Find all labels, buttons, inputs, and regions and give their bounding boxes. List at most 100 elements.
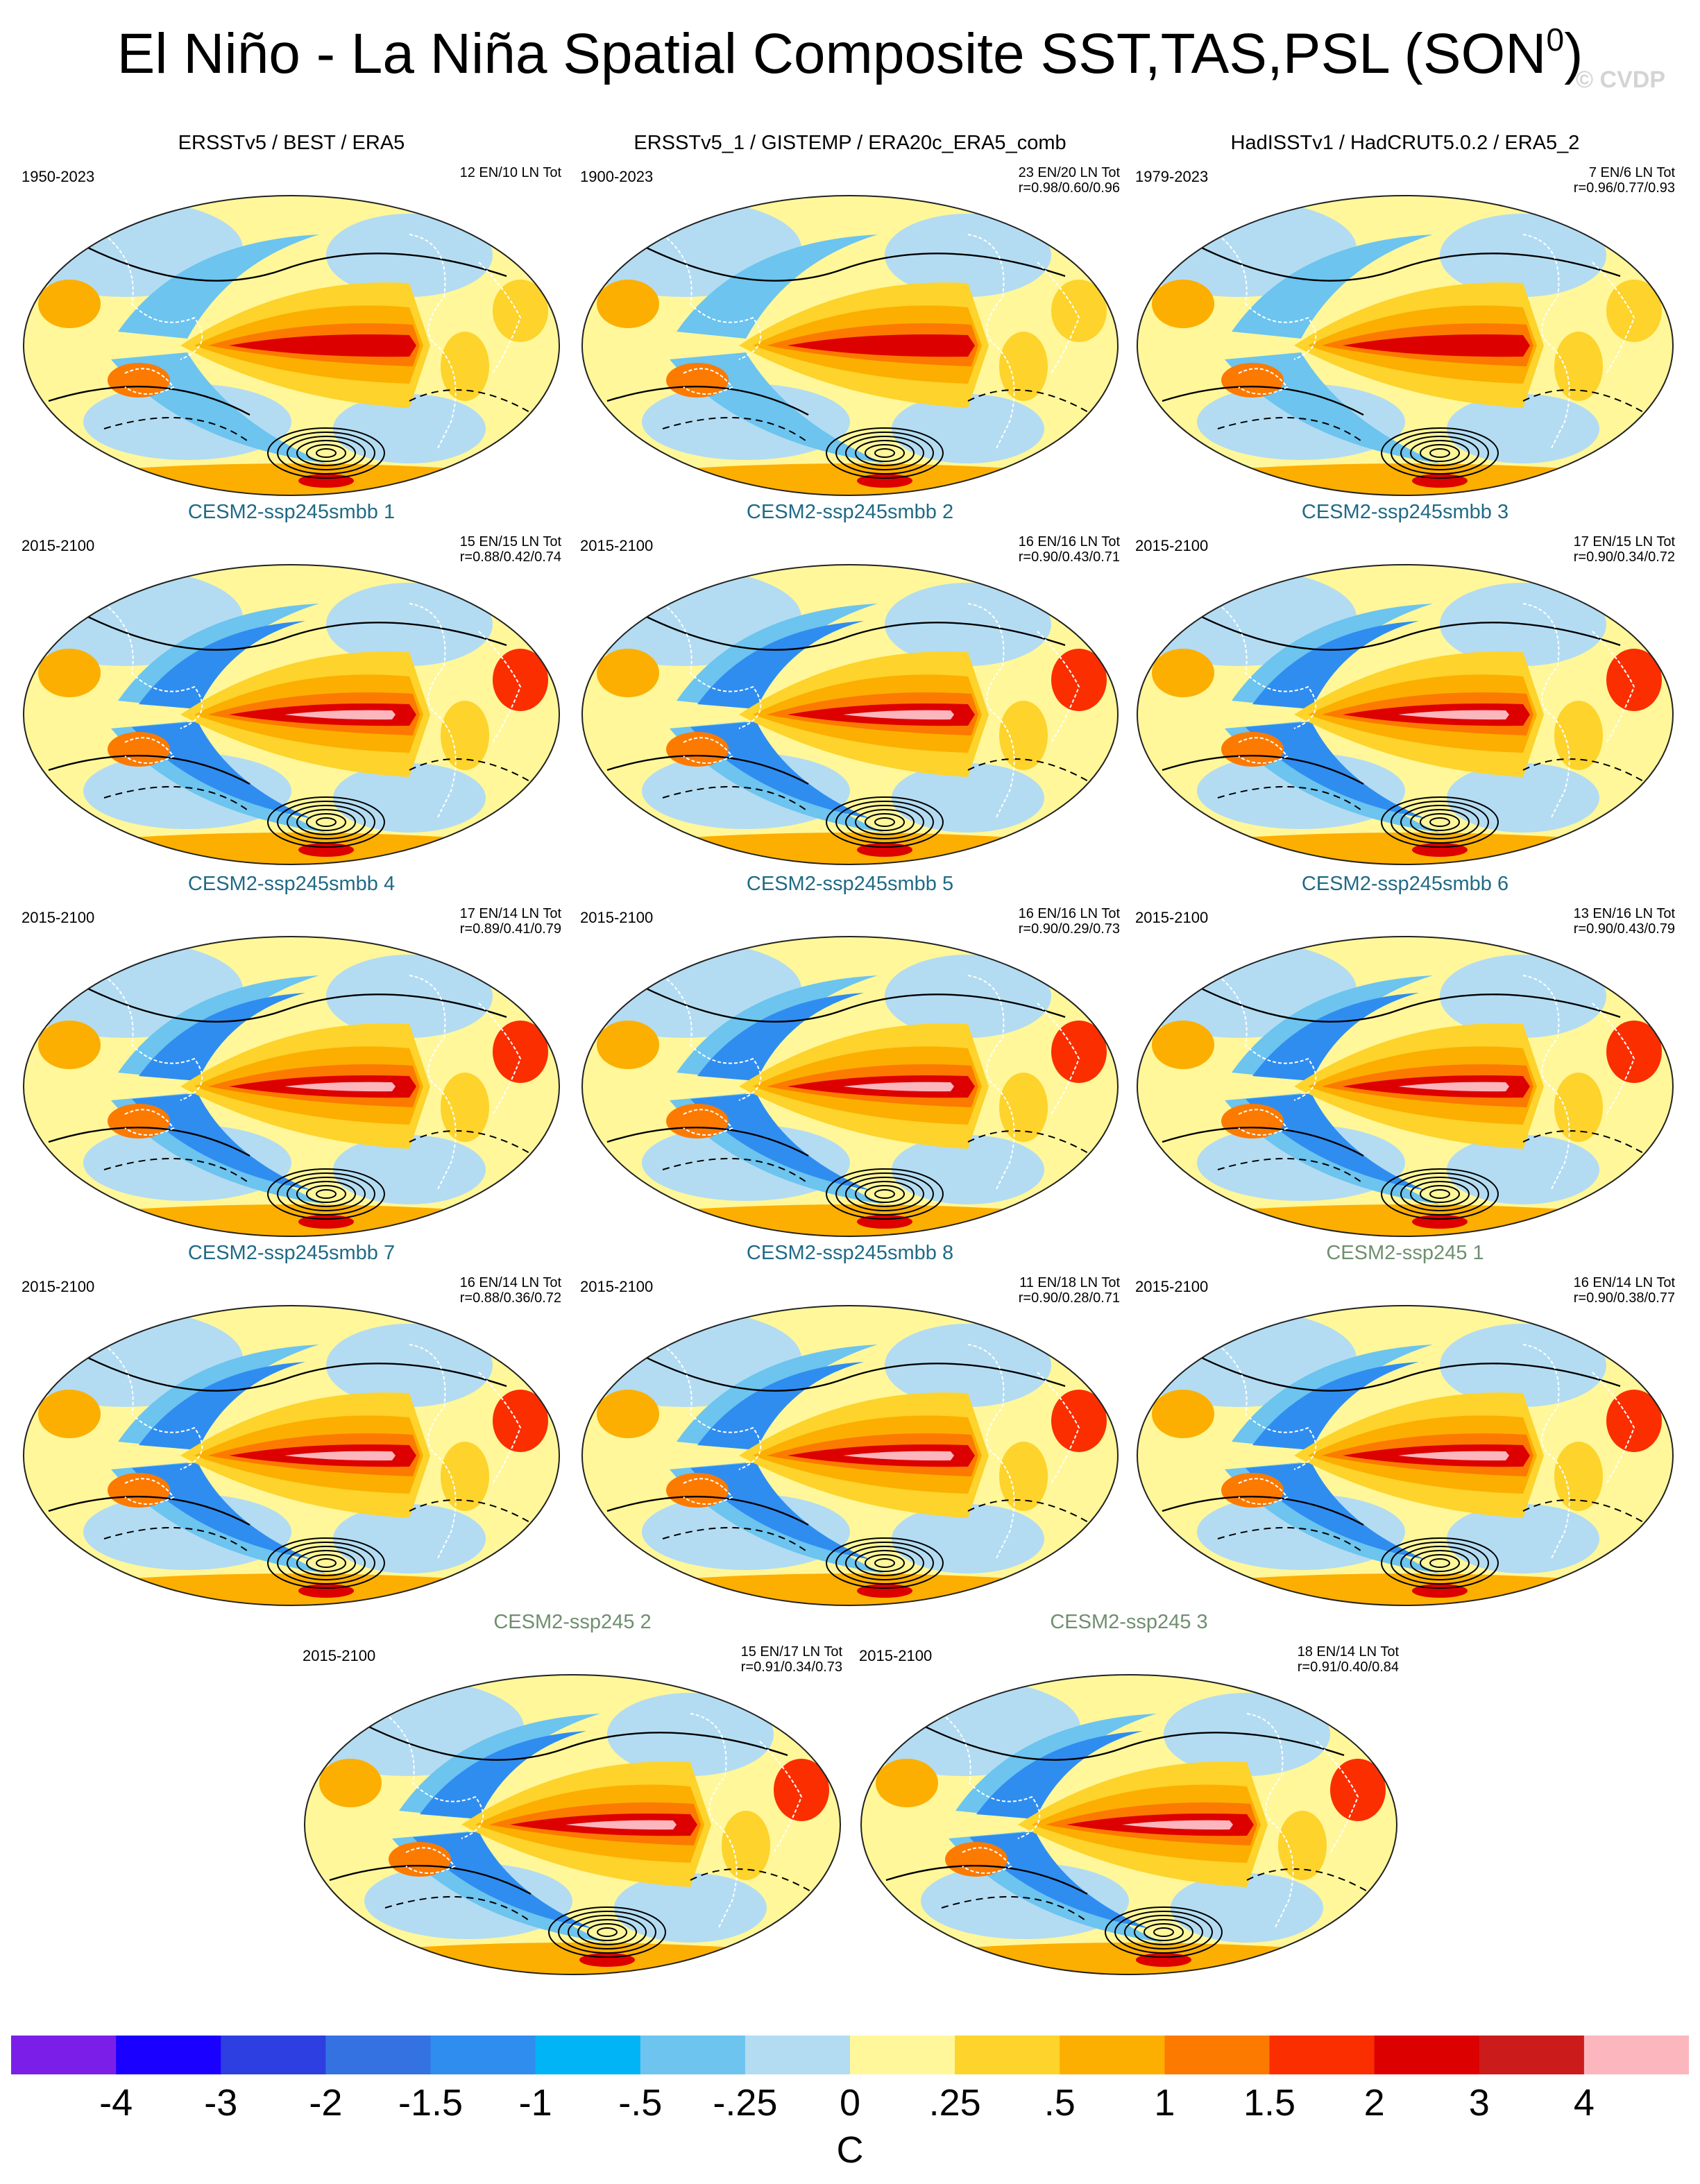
colorbar-swatch <box>11 2036 117 2074</box>
panel-period: 1979-2023 <box>1135 168 1209 185</box>
colorbar-tick-label: 1 <box>1154 2082 1175 2124</box>
panel-title: CESM2-ssp245smbb 5 <box>746 873 954 895</box>
panel-stats: 16 EN/16 LN Tot r=0.90/0.43/0.71 <box>1019 534 1120 565</box>
map-panel: CESM2-ssp245smbb 8 2015-2100 11 EN/18 LN T… <box>576 1242 1124 1616</box>
colorbar-swatch <box>1164 2036 1270 2074</box>
colorbar-tick-label: -.5 <box>618 2082 663 2124</box>
colorbar-swatch <box>745 2036 851 2074</box>
colorbar-tick-label: -1.5 <box>398 2082 464 2124</box>
panel-stats: 12 EN/10 LN Tot <box>460 165 561 180</box>
world-map <box>23 195 560 496</box>
panel-title: CESM2-ssp245 1 <box>1326 1242 1484 1264</box>
pattern-correlation: r=0.90/0.43/0.71 <box>1018 549 1120 565</box>
world-map <box>860 1674 1397 1975</box>
world-map <box>23 564 560 865</box>
panel-stats: 13 EN/16 LN Tot r=0.90/0.43/0.79 <box>1574 906 1675 937</box>
event-count: 13 EN/16 LN Tot <box>1573 906 1675 921</box>
map-panel: CESM2-ssp245smbb 5 2015-2100 16 EN/16 LN T… <box>576 873 1124 1247</box>
panel-title: CESM2-ssp245smbb 6 <box>1301 873 1509 895</box>
panel-title: CESM2-ssp245smbb 4 <box>187 873 396 895</box>
map-panel: CESM2-ssp245smbb 2 2015-2100 16 EN/16 LN T… <box>576 501 1124 876</box>
pattern-correlation: r=0.90/0.43/0.79 <box>1573 921 1675 937</box>
world-map <box>581 1305 1119 1606</box>
panel-period: 2015-2100 <box>859 1647 933 1664</box>
world-map <box>23 936 560 1237</box>
panel-period: 2015-2100 <box>22 1278 95 1295</box>
event-count: 12 EN/10 LN Tot <box>459 165 561 180</box>
panel-stats: 16 EN/16 LN Tot r=0.90/0.29/0.73 <box>1019 906 1120 937</box>
panel-stats: 17 EN/15 LN Tot r=0.90/0.34/0.72 <box>1574 534 1675 565</box>
page-title: El Niño - La Niña Spatial Composite SST,… <box>0 21 1700 87</box>
colorbar-tick-label: 4 <box>1573 2082 1595 2124</box>
panel-period: 1900-2023 <box>580 168 654 185</box>
colorbar-swatch <box>430 2036 536 2074</box>
colorbar-swatch <box>955 2036 1060 2074</box>
map-panel: CESM2-ssp245smbb 7 2015-2100 16 EN/14 LN T… <box>17 1242 566 1616</box>
map-panel: CESM2-ssp245 1 2015-2100 16 EN/14 LN Tot r=… <box>1131 1242 1679 1616</box>
colorbar-swatch <box>640 2036 746 2074</box>
panel-stats: 15 EN/15 LN Tot r=0.88/0.42/0.74 <box>460 534 561 565</box>
world-map <box>304 1674 841 1975</box>
colorbar-units: C <box>836 2129 864 2171</box>
event-count: 18 EN/14 LN Tot <box>1297 1644 1399 1660</box>
pattern-correlation: r=0.98/0.60/0.96 <box>1018 180 1120 196</box>
panel-title: HadISSTv1 / HadCRUT5.0.2 / ERA5_2 <box>1230 132 1580 154</box>
event-count: 16 EN/16 LN Tot <box>1018 534 1120 549</box>
colorbar-swatch <box>850 2036 955 2074</box>
colorbar-swatch <box>1374 2036 1480 2074</box>
map-panel: CESM2-ssp245smbb 6 2015-2100 13 EN/16 LN T… <box>1131 873 1679 1247</box>
world-map <box>1137 936 1674 1237</box>
panel-period: 2015-2100 <box>1135 537 1209 554</box>
event-count: 23 EN/20 LN Tot <box>1018 165 1120 180</box>
panel-stats: 18 EN/14 LN Tot r=0.91/0.40/0.84 <box>1298 1644 1399 1675</box>
title-end: ) <box>1564 22 1583 85</box>
panel-title: CESM2-ssp245 2 <box>493 1611 652 1633</box>
world-map <box>1137 195 1674 496</box>
event-count: 17 EN/14 LN Tot <box>459 906 561 921</box>
colorbar-tick-label: .25 <box>928 2082 981 2124</box>
panel-period: 2015-2100 <box>580 1278 654 1295</box>
event-count: 15 EN/15 LN Tot <box>459 534 561 549</box>
colorbar-tick-label: 1.5 <box>1243 2082 1296 2124</box>
panel-period: 2015-2100 <box>22 537 95 554</box>
colorbar <box>11 2036 1689 2074</box>
colorbar-tick-label: 3 <box>1468 2082 1490 2124</box>
panel-stats: 15 EN/17 LN Tot r=0.91/0.34/0.73 <box>741 1644 842 1675</box>
map-panel: ERSSTv5 / BEST / ERA5 1950-2023 12 EN/10 L… <box>17 132 566 506</box>
colorbar-swatch <box>1479 2036 1585 2074</box>
colorbar-tick-label: -2 <box>309 2082 343 2124</box>
pattern-correlation: r=0.90/0.38/0.77 <box>1573 1290 1675 1306</box>
colorbar-swatch <box>535 2036 641 2074</box>
colorbar-tick-label: .5 <box>1044 2082 1076 2124</box>
event-count: 7 EN/6 LN Tot <box>1588 165 1675 180</box>
world-map <box>1137 1305 1674 1606</box>
panel-stats: 16 EN/14 LN Tot r=0.88/0.36/0.72 <box>460 1275 561 1306</box>
panel-title: CESM2-ssp245smbb 3 <box>1301 501 1509 523</box>
panel-stats: 7 EN/6 LN Tot r=0.96/0.77/0.93 <box>1574 165 1675 196</box>
panel-title: ERSSTv5_1 / GISTEMP / ERA20c_ERA5_comb <box>634 132 1066 154</box>
panel-stats: 17 EN/14 LN Tot r=0.89/0.41/0.79 <box>460 906 561 937</box>
event-count: 17 EN/15 LN Tot <box>1573 534 1675 549</box>
pattern-correlation: r=0.89/0.41/0.79 <box>459 921 561 937</box>
colorbar-swatch <box>1269 2036 1375 2074</box>
pattern-correlation: r=0.90/0.28/0.71 <box>1018 1290 1120 1306</box>
panel-period: 2015-2100 <box>303 1647 376 1664</box>
panel-title: CESM2-ssp245smbb 2 <box>746 501 954 523</box>
title-superscript: 0 <box>1546 22 1565 58</box>
world-map <box>581 195 1119 496</box>
map-panel: CESM2-ssp245smbb 3 2015-2100 17 EN/15 LN T… <box>1131 501 1679 876</box>
event-count: 11 EN/18 LN Tot <box>1019 1275 1120 1290</box>
event-count: 16 EN/14 LN Tot <box>459 1275 561 1290</box>
pattern-correlation: r=0.90/0.34/0.72 <box>1573 549 1675 565</box>
colorbar-swatch <box>325 2036 432 2074</box>
pattern-correlation: r=0.88/0.42/0.74 <box>459 549 561 565</box>
panel-stats: 11 EN/18 LN Tot r=0.90/0.28/0.71 <box>1019 1275 1120 1306</box>
panel-title: CESM2-ssp245smbb 7 <box>187 1242 396 1264</box>
event-count: 16 EN/14 LN Tot <box>1573 1275 1675 1290</box>
pattern-correlation: r=0.96/0.77/0.93 <box>1573 180 1675 196</box>
pattern-correlation: r=0.91/0.34/0.73 <box>740 1660 842 1675</box>
colorbar-swatch <box>221 2036 326 2074</box>
map-panel: CESM2-ssp245 3 2015-2100 18 EN/14 LN Tot r=… <box>855 1611 1403 1986</box>
panel-stats: 16 EN/14 LN Tot r=0.90/0.38/0.77 <box>1574 1275 1675 1306</box>
map-panel: CESM2-ssp245smbb 1 2015-2100 15 EN/15 LN T… <box>17 501 566 876</box>
